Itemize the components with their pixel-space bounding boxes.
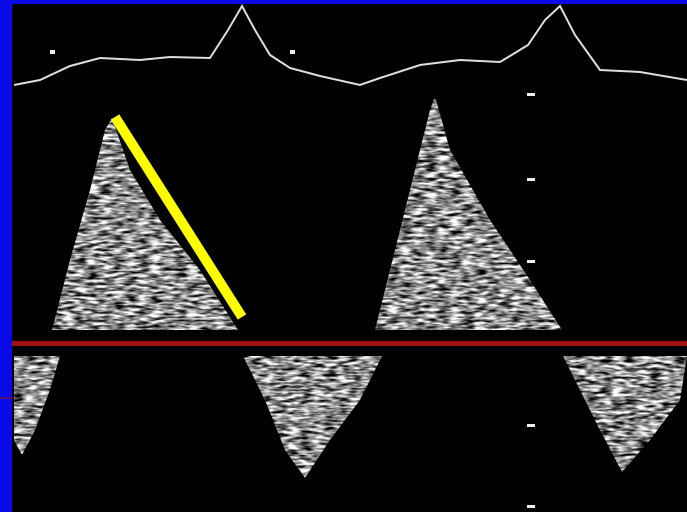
scale-mark — [527, 505, 535, 508]
scale-mark — [50, 50, 55, 54]
scale-mark — [290, 50, 295, 54]
top-frame — [0, 0, 687, 4]
page — [0, 0, 687, 512]
scale-mark — [527, 93, 535, 96]
doppler-screen — [0, 0, 687, 512]
left-frame — [0, 0, 12, 512]
scale-mark — [527, 178, 535, 181]
baseline — [12, 341, 687, 346]
scale-mark — [527, 424, 535, 427]
scale-mark — [527, 260, 535, 263]
